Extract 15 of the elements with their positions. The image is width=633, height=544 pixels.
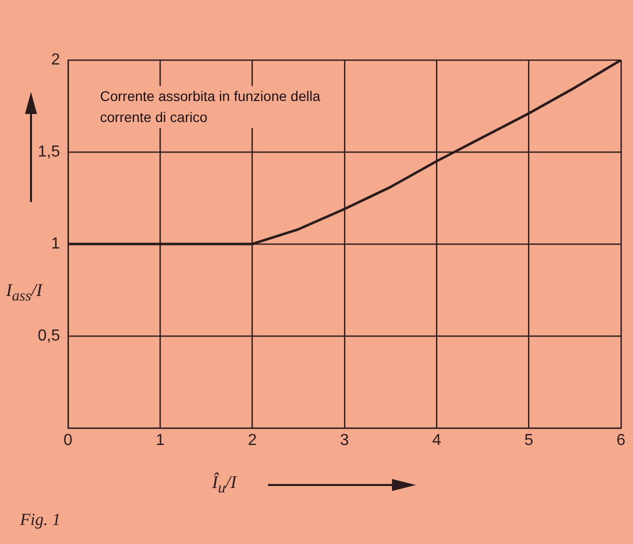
annotation: Corrente assorbita in funzione della corrente di carico xyxy=(96,86,344,128)
caption: Fig. 1 xyxy=(20,510,61,530)
y-tick-label: 2 xyxy=(51,51,60,68)
x-tick-label: 2 xyxy=(248,432,257,450)
x-tick-label: 5 xyxy=(524,432,534,450)
x-axis-title: Î$_{u}$/I xyxy=(212,472,236,498)
y-tick-label: 1,5 xyxy=(38,143,60,160)
y-axis-title: I$_{ass}$/I xyxy=(6,280,42,306)
y-tick-label: 0,5 xyxy=(38,327,60,344)
x-tick-label: 1 xyxy=(156,432,165,450)
x-tick-label: 6 xyxy=(616,432,626,450)
x-tick-label: 3 xyxy=(340,432,350,450)
y-tick-label: 1 xyxy=(51,235,60,252)
x-tick-label: 0 xyxy=(64,432,73,450)
x-tick-label: 4 xyxy=(432,432,442,450)
